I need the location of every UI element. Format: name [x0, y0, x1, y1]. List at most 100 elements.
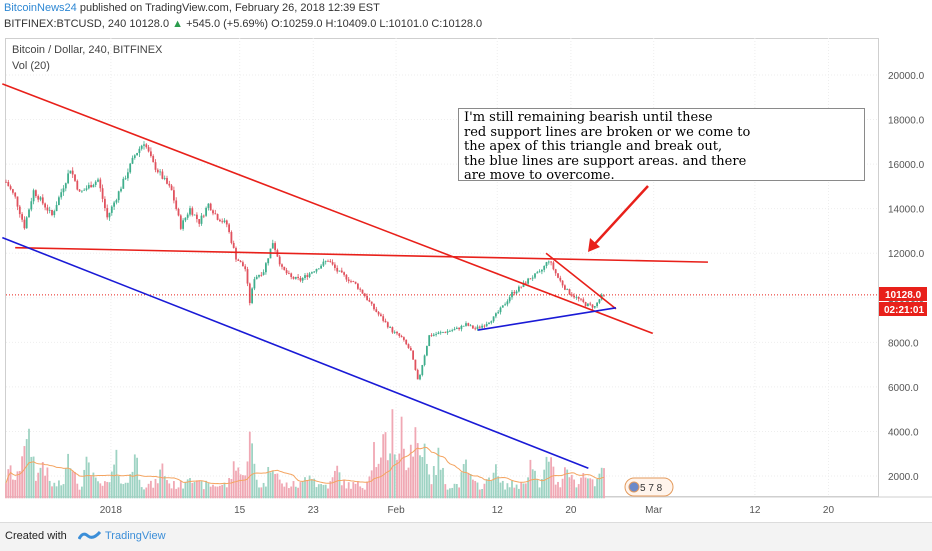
- annotation-line-5: are move to overcome.: [464, 168, 615, 183]
- volume-bar: [239, 474, 242, 499]
- candle-body: [324, 260, 327, 262]
- candle-body: [527, 278, 529, 284]
- volume-bar: [474, 480, 477, 499]
- volume-bar: [87, 462, 90, 499]
- candle-body: [97, 179, 99, 182]
- volume-bar: [554, 484, 557, 499]
- candle-body: [435, 334, 437, 335]
- volume-bar: [442, 467, 444, 499]
- candle-body: [603, 294, 605, 296]
- volume-bar: [377, 463, 380, 499]
- volume-bar: [237, 467, 240, 499]
- volume-bar: [308, 475, 311, 499]
- candle-body: [239, 260, 242, 263]
- volume-bar: [529, 459, 532, 499]
- candle-body: [262, 272, 265, 275]
- candle-body: [242, 262, 244, 267]
- volume-bar: [460, 472, 463, 499]
- candle-body: [520, 286, 523, 288]
- volume-bar: [228, 478, 230, 499]
- candle-body: [568, 289, 571, 295]
- candle-body: [140, 145, 143, 149]
- candle-body: [357, 283, 359, 289]
- candle-body: [106, 208, 109, 218]
- candle-body: [596, 302, 598, 307]
- volume-bar: [136, 457, 138, 499]
- candle-body: [359, 288, 362, 290]
- candle-body: [405, 339, 408, 345]
- candle-body: [343, 272, 345, 275]
- candle-body: [5, 181, 7, 183]
- author-link[interactable]: BitcoinNews24: [4, 2, 77, 14]
- volume-bar: [64, 468, 67, 499]
- volume-bar: [260, 487, 263, 499]
- volume-bar: [430, 484, 433, 499]
- volume-bar: [147, 483, 150, 499]
- candle-body: [173, 190, 175, 201]
- volume-bar: [444, 484, 447, 499]
- candle-body: [32, 190, 35, 202]
- volume-bar: [131, 471, 134, 499]
- volume-bar: [232, 461, 235, 499]
- candle-body: [74, 174, 76, 181]
- candle-body: [495, 313, 497, 317]
- volume-bar: [552, 466, 555, 499]
- ohlc-values: O:10259.0 H:10409.0 L:10101.0 C:10128.0: [271, 18, 483, 30]
- x-tick-label: 2018: [100, 505, 123, 516]
- volume-bar: [35, 480, 37, 499]
- volume-bar: [357, 481, 359, 499]
- y-tick-label: 20000.0: [888, 71, 925, 82]
- volume-bar: [235, 470, 237, 499]
- candle-body: [384, 320, 387, 323]
- volume-bar: [573, 479, 575, 499]
- tradingview-logo-icon[interactable]: [78, 528, 102, 544]
- volume-bar: [14, 479, 17, 499]
- volume-bar: [582, 473, 585, 499]
- candle-body: [582, 299, 585, 303]
- candle-body: [120, 188, 122, 192]
- volume-bar: [334, 470, 336, 499]
- candle-body: [575, 296, 578, 298]
- candle-body: [320, 265, 322, 269]
- candle-body: [497, 312, 500, 314]
- tradingview-brand-link[interactable]: TradingView: [105, 530, 166, 542]
- volume-bar: [179, 480, 182, 499]
- candle-body: [281, 264, 283, 267]
- volume-bar: [244, 475, 247, 499]
- candle-body: [129, 163, 132, 173]
- volume-bar: [292, 481, 295, 499]
- candle-body: [283, 266, 286, 271]
- event-badge-label: 5 7 8: [640, 483, 663, 494]
- candle-body: [228, 224, 230, 233]
- created-with-text: Created with: [5, 530, 67, 542]
- analysis-annotation[interactable]: I'm still remaining bearish until these …: [458, 108, 865, 183]
- candle-body: [570, 294, 573, 296]
- candle-body: [531, 277, 534, 279]
- volume-indicator-label: Vol (20): [12, 60, 50, 72]
- candle-body: [419, 374, 421, 380]
- y-tick-label: 4000.0: [888, 427, 919, 438]
- volume-bar: [184, 481, 187, 499]
- candle-body: [377, 311, 380, 315]
- candle-body: [292, 276, 295, 279]
- candle-body: [189, 208, 191, 215]
- countdown-label: 02:21:01: [884, 305, 924, 316]
- volume-bar: [405, 470, 408, 499]
- volume-bar: [294, 486, 297, 499]
- candle-body: [69, 170, 72, 174]
- x-tick-label: 23: [308, 505, 320, 516]
- volume-bar: [391, 409, 394, 499]
- volume-bar: [313, 478, 316, 499]
- up-arrow-icon: ▲: [172, 18, 184, 30]
- x-tick-label: Feb: [387, 505, 405, 516]
- candle-body: [490, 321, 493, 323]
- volume-bar: [363, 489, 366, 499]
- volume-bar: [69, 468, 72, 499]
- volume-bar: [120, 483, 122, 499]
- volume-bar: [538, 487, 541, 499]
- event-badge[interactable]: 5 7 8: [624, 477, 674, 497]
- red-resistance-line: [2, 83, 654, 335]
- candle-body: [182, 220, 184, 229]
- volume-bar: [110, 471, 113, 499]
- candle-body: [462, 325, 465, 327]
